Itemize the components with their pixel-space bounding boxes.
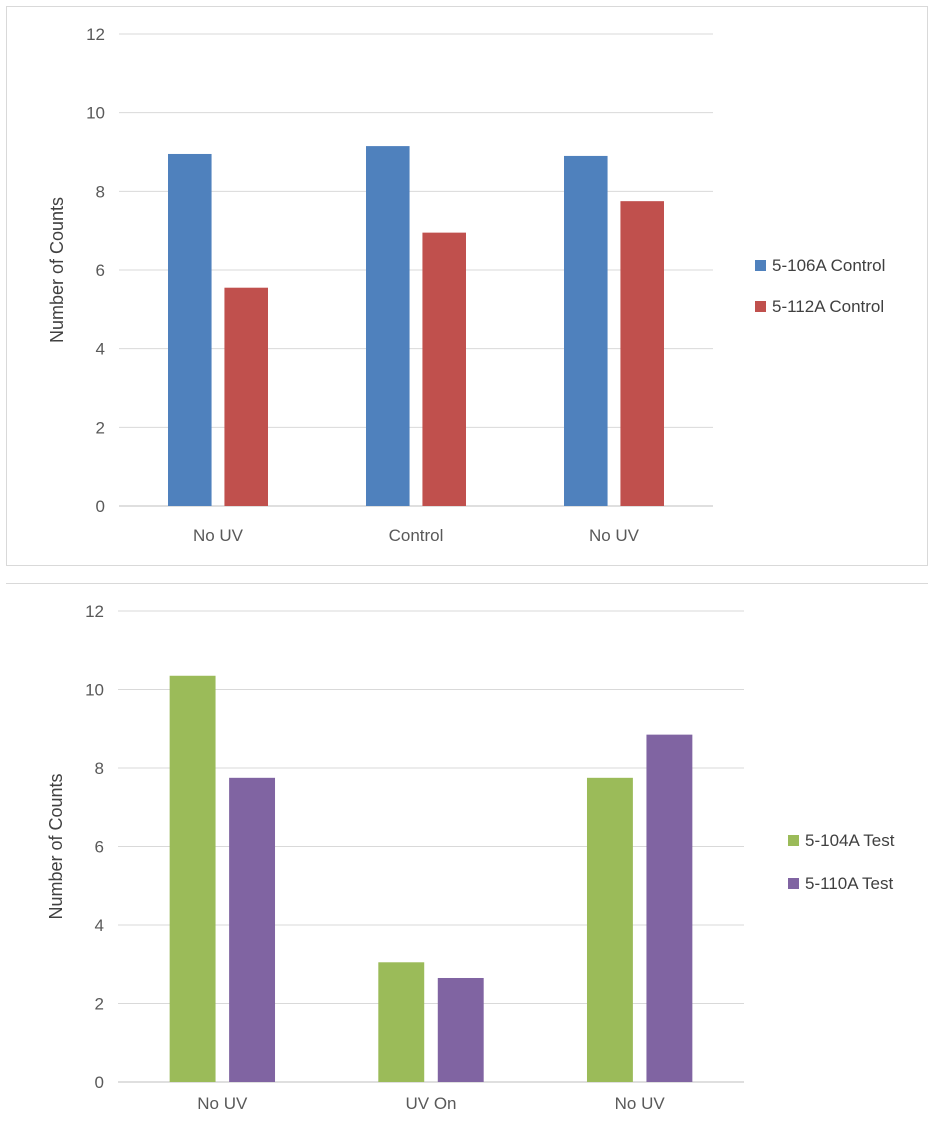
bar-chart-top: 0 2 4 6 8 10 12 Number of Counts No UV Control No …: [47, 25, 885, 545]
y-tick-label: 0: [96, 497, 105, 516]
legend-label: 5-112A Control: [772, 297, 884, 316]
legend-label: 5-106A Control: [772, 256, 885, 275]
y-tick-label: 2: [95, 995, 104, 1014]
legend-label: 5-104A Test: [805, 831, 895, 850]
legend-swatch: [788, 835, 799, 846]
bar-chart-bottom: 0 2 4 6 8 10 12 Number of Counts No UV UV On No UV…: [46, 602, 895, 1113]
chart-panel-top: 0 2 4 6 8 10 12 Number of Counts No UV Control No …: [6, 6, 928, 566]
y-tick-label: 4: [96, 340, 105, 359]
bar: [646, 734, 693, 1082]
bar: [422, 232, 466, 506]
y-tick-label: 8: [95, 759, 104, 778]
bar: [564, 155, 608, 506]
bar: [366, 146, 410, 506]
y-tick-label: 6: [96, 261, 105, 280]
y-tick-label: 10: [85, 681, 104, 700]
category-label: No UV: [615, 1094, 666, 1113]
category-label: UV On: [405, 1094, 456, 1113]
y-axis-title: Number of Counts: [47, 197, 67, 343]
bar: [168, 153, 212, 506]
legend-label: 5-110A Test: [805, 874, 893, 893]
legend-swatch: [755, 260, 766, 271]
bar: [437, 977, 484, 1082]
legend-swatch: [755, 301, 766, 312]
y-tick-label: 4: [95, 916, 104, 935]
y-tick-label: 6: [95, 838, 104, 857]
y-tick-label: 10: [86, 104, 105, 123]
y-tick-label: 2: [96, 418, 105, 437]
y-tick-label: 8: [96, 182, 105, 201]
y-tick-label: 12: [86, 25, 105, 44]
y-tick-label: 0: [95, 1073, 104, 1092]
legend-swatch: [788, 878, 799, 889]
bar: [586, 777, 633, 1082]
category-label: No UV: [197, 1094, 248, 1113]
bar: [620, 201, 664, 506]
bar: [224, 287, 268, 506]
y-axis-title: Number of Counts: [46, 773, 66, 919]
category-label: No UV: [589, 526, 640, 545]
bar: [169, 675, 216, 1082]
bar: [378, 962, 425, 1082]
chart-panel-bottom: 0 2 4 6 8 10 12 Number of Counts No UV UV On No UV…: [6, 583, 928, 1128]
y-tick-label: 12: [85, 602, 104, 621]
bar: [229, 777, 276, 1082]
category-label: Control: [389, 526, 444, 545]
category-label: No UV: [193, 526, 244, 545]
